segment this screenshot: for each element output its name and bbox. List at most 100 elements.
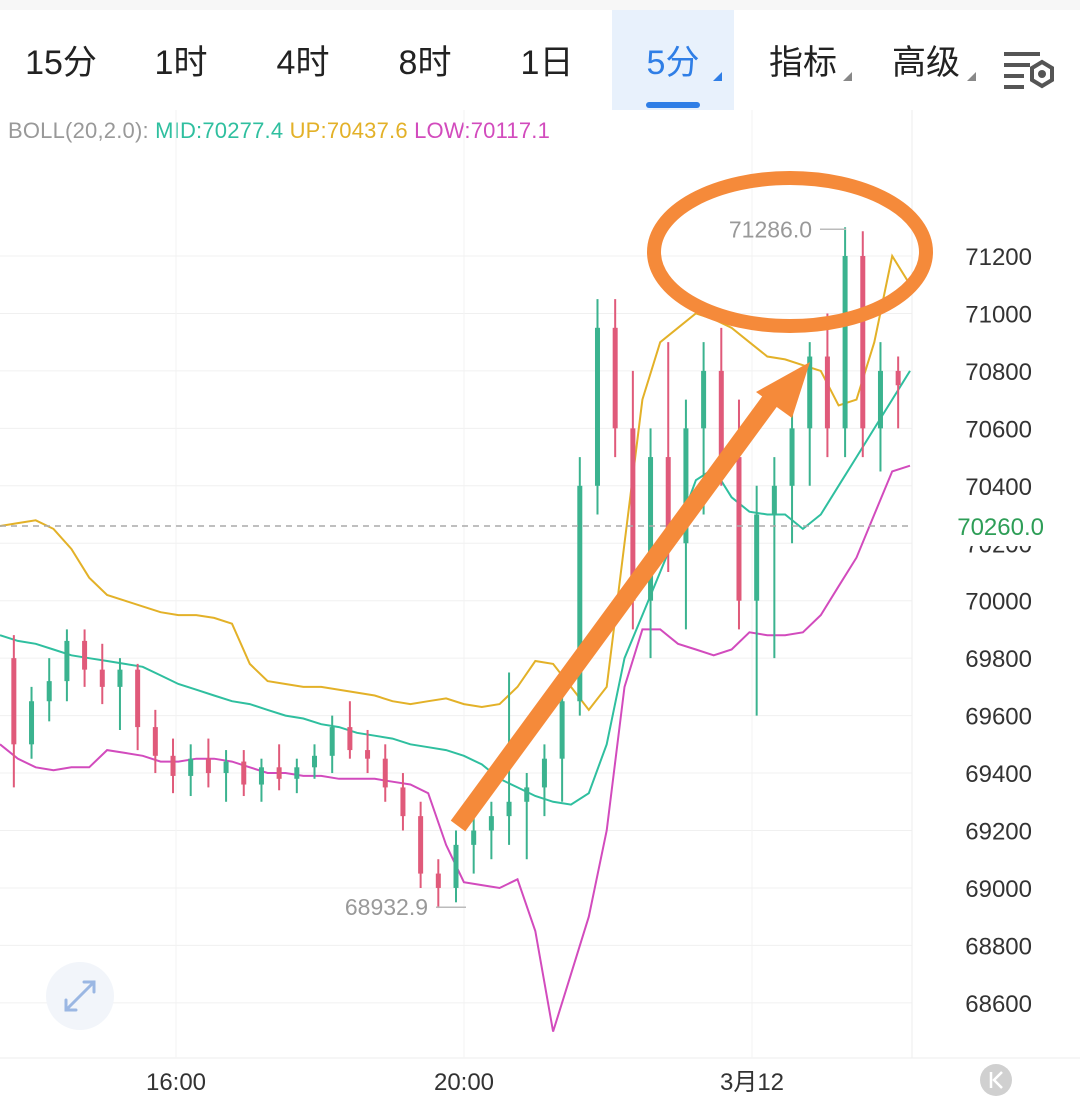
x-tick-label: 20:00: [434, 1069, 494, 1096]
candle-body: [577, 485, 583, 702]
candle-body: [418, 816, 424, 874]
candle-body: [612, 327, 618, 429]
candle-body: [329, 727, 335, 756]
tab-label: 5分: [646, 44, 700, 82]
candle-body: [594, 327, 600, 486]
candle-body: [541, 758, 547, 788]
tab-8h[interactable]: 8时: [372, 10, 478, 110]
expand-icon: [64, 980, 96, 1012]
y-tick-label: 71200: [965, 244, 1032, 271]
candle-body: [29, 701, 35, 745]
candle-body: [895, 370, 901, 386]
toolbar: 15分 1时 4时 8时 1日 5分 指标 高级: [0, 0, 1080, 110]
dropdown-triangle-icon: [967, 72, 976, 81]
tab-1d[interactable]: 1日: [494, 10, 600, 110]
tab-label: 1时: [154, 44, 208, 82]
tab-advanced[interactable]: 高级: [870, 10, 982, 110]
tab-indicators[interactable]: 指标: [748, 10, 858, 110]
tab-label: 1日: [520, 44, 574, 82]
candle-body: [258, 767, 264, 785]
current-price-box: [914, 506, 1054, 547]
dropdown-triangle-icon: [843, 72, 852, 81]
chart-settings-icon[interactable]: [1002, 50, 1060, 94]
y-tick-label: 70800: [965, 359, 1032, 386]
y-tick-label: 68600: [965, 991, 1032, 1018]
candle-body: [524, 787, 530, 802]
candle-body: [506, 801, 512, 817]
candle-body: [701, 370, 707, 429]
candle-body: [789, 428, 795, 486]
candle-body: [294, 767, 300, 779]
scroll-latest-icon: [989, 1071, 1003, 1089]
tab-5m[interactable]: 5分: [612, 10, 734, 110]
candle-body: [135, 669, 141, 728]
candle-body: [736, 457, 742, 601]
candle-body: [400, 787, 406, 817]
candle-body: [630, 428, 636, 601]
tab-label: 15分: [25, 44, 97, 82]
tab-15m[interactable]: 15分: [8, 10, 114, 110]
candle-body: [241, 761, 247, 785]
candle-body: [205, 758, 211, 774]
legend-up: UP:70437.6: [289, 118, 408, 143]
scroll-latest-button: [980, 1064, 1012, 1096]
candle-body: [824, 356, 830, 429]
y-tick-label: 70400: [965, 474, 1032, 501]
dropdown-triangle-icon: [713, 72, 722, 81]
candle-body: [807, 356, 813, 429]
y-tick-label: 69600: [965, 704, 1032, 731]
y-tick-label: 69200: [965, 819, 1032, 846]
y-tick-label: 71000: [965, 301, 1032, 328]
y-tick-label: 69000: [965, 876, 1032, 903]
boll-up-line: [0, 253, 911, 712]
candle-body: [453, 844, 459, 888]
candle-body: [842, 256, 848, 429]
tab-label: 4时: [276, 44, 330, 82]
candle-body: [382, 758, 388, 788]
candle-body: [276, 767, 282, 779]
legend-prefix: BOLL(20,2.0):: [8, 118, 149, 143]
candle-body: [754, 514, 760, 601]
candlestick-chart[interactable]: 7120071000708007060070400702007000069800…: [0, 110, 1080, 1096]
x-tick-label: 16:00: [146, 1069, 206, 1096]
annotation-arrow-shaft: [450, 384, 786, 832]
annotation-ellipse: [647, 171, 933, 333]
y-tick-label: 70600: [965, 416, 1032, 443]
candle-body: [471, 830, 477, 845]
y-tick-label: 70000: [965, 589, 1032, 616]
low-marker-label: 68932.9: [345, 894, 428, 920]
candle-body: [435, 873, 441, 888]
tab-label: 指标: [769, 44, 837, 82]
candle-body: [488, 816, 494, 831]
candle-body: [347, 727, 353, 751]
legend-low: LOW:70117.1: [414, 118, 551, 143]
candle-body: [223, 761, 229, 774]
candle-body: [771, 485, 777, 515]
boll-mid-line: [0, 370, 911, 806]
active-tab-underline: [646, 102, 700, 108]
candle-body: [117, 669, 123, 687]
candle-body: [188, 758, 194, 776]
candle-body: [170, 755, 176, 776]
candle-body: [683, 428, 689, 544]
candle-body: [559, 701, 565, 759]
y-tick-label: 68800: [965, 933, 1032, 960]
candle-body: [11, 658, 17, 745]
candle-body: [860, 256, 866, 429]
tab-label: 8时: [398, 44, 452, 82]
tab-label: 高级: [892, 44, 960, 82]
high-marker-label: 71286.0: [729, 216, 812, 242]
candle-body: [648, 457, 654, 601]
tab-4h[interactable]: 4时: [250, 10, 356, 110]
annotation-arrow-head: [756, 362, 810, 418]
candle-body: [152, 727, 158, 756]
candle-body: [99, 669, 105, 687]
current-price-label: 70260.0: [957, 514, 1044, 541]
candle-body: [82, 640, 88, 670]
x-tick-label: 3月12: [720, 1069, 784, 1096]
candle-body: [665, 457, 671, 544]
candle-body: [46, 681, 52, 702]
candle-body: [365, 750, 371, 759]
candle-body: [877, 370, 883, 429]
tab-1h[interactable]: 1时: [128, 10, 234, 110]
